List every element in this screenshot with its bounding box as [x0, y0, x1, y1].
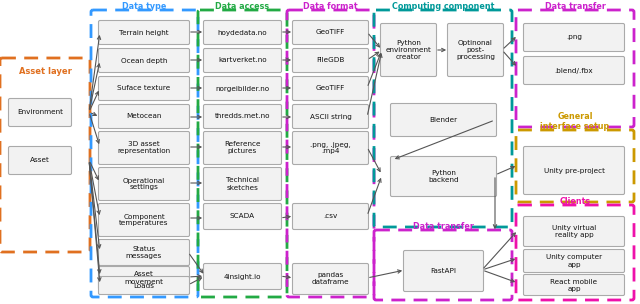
- Text: Unity computer
app: Unity computer app: [546, 254, 602, 268]
- Text: General
interface setup: General interface setup: [540, 112, 610, 131]
- Text: .csv: .csv: [323, 213, 338, 219]
- FancyBboxPatch shape: [524, 147, 625, 195]
- Text: Clients: Clients: [559, 197, 591, 206]
- Text: Component
temperatures: Component temperatures: [119, 213, 169, 226]
- FancyBboxPatch shape: [204, 264, 282, 289]
- Text: Loads: Loads: [134, 282, 154, 288]
- FancyBboxPatch shape: [524, 216, 625, 247]
- Text: Reference
pictures: Reference pictures: [224, 141, 260, 154]
- FancyBboxPatch shape: [204, 105, 282, 129]
- Text: Terrain height: Terrain height: [119, 29, 169, 36]
- Text: Status
messages: Status messages: [126, 246, 162, 259]
- Text: Data type: Data type: [122, 2, 166, 11]
- Text: GeoTIFF: GeoTIFF: [316, 29, 345, 36]
- FancyBboxPatch shape: [99, 20, 189, 44]
- FancyBboxPatch shape: [204, 77, 282, 101]
- FancyBboxPatch shape: [292, 203, 369, 230]
- FancyBboxPatch shape: [524, 57, 625, 85]
- FancyBboxPatch shape: [8, 147, 72, 174]
- Text: Python
environment
creator: Python environment creator: [385, 40, 431, 60]
- Text: FileGDB: FileGDB: [316, 57, 345, 64]
- Text: React mobile
app: React mobile app: [550, 278, 598, 292]
- Text: .png, .jpeg,
.mp4: .png, .jpeg, .mp4: [310, 141, 351, 154]
- FancyBboxPatch shape: [390, 103, 497, 136]
- Text: Python
backend: Python backend: [428, 170, 459, 183]
- FancyBboxPatch shape: [524, 23, 625, 51]
- Text: SCADA: SCADA: [230, 213, 255, 219]
- Text: Technical
sketches: Technical sketches: [226, 178, 259, 191]
- Text: Unity virtual
reality app: Unity virtual reality app: [552, 225, 596, 238]
- Text: .png: .png: [566, 34, 582, 40]
- FancyBboxPatch shape: [99, 49, 189, 72]
- Text: .blend/.fbx: .blend/.fbx: [555, 67, 593, 74]
- FancyBboxPatch shape: [524, 275, 625, 295]
- Text: Computing component: Computing component: [392, 2, 494, 11]
- Text: Data transfer: Data transfer: [545, 2, 605, 11]
- Text: Metocean: Metocean: [126, 113, 162, 119]
- FancyBboxPatch shape: [99, 77, 189, 101]
- Text: Data transfer: Data transfer: [413, 222, 474, 231]
- FancyBboxPatch shape: [204, 20, 282, 44]
- Text: kartverket.no: kartverket.no: [218, 57, 267, 64]
- FancyBboxPatch shape: [447, 23, 504, 77]
- FancyBboxPatch shape: [381, 23, 436, 77]
- Text: GeoTIFF: GeoTIFF: [316, 85, 345, 92]
- Text: pandas
dataframe: pandas dataframe: [312, 272, 349, 285]
- Text: 4insight.io: 4insight.io: [224, 274, 261, 279]
- FancyBboxPatch shape: [8, 98, 72, 126]
- Text: Asset layer: Asset layer: [19, 67, 72, 77]
- FancyBboxPatch shape: [99, 240, 189, 265]
- Text: Suface texture: Suface texture: [117, 85, 171, 92]
- Text: Unity pre-project: Unity pre-project: [543, 168, 605, 174]
- Text: FastAPI: FastAPI: [431, 268, 456, 274]
- FancyBboxPatch shape: [292, 132, 369, 164]
- Text: ASCII string: ASCII string: [310, 113, 351, 119]
- Text: Ocean depth: Ocean depth: [121, 57, 167, 64]
- FancyBboxPatch shape: [204, 168, 282, 201]
- FancyBboxPatch shape: [99, 132, 189, 164]
- Text: Data access: Data access: [216, 2, 269, 11]
- Text: 3D asset
representation: 3D asset representation: [117, 141, 171, 154]
- FancyBboxPatch shape: [99, 168, 189, 201]
- FancyBboxPatch shape: [390, 157, 497, 196]
- Text: thredds.met.no: thredds.met.no: [215, 113, 270, 119]
- Text: hoydedata.no: hoydedata.no: [218, 29, 268, 36]
- FancyBboxPatch shape: [99, 203, 189, 237]
- FancyBboxPatch shape: [292, 264, 369, 295]
- FancyBboxPatch shape: [99, 105, 189, 129]
- Text: norgeibilder.no: norgeibilder.no: [216, 85, 269, 92]
- Text: Optinonal
post-
processing: Optinonal post- processing: [456, 40, 495, 60]
- FancyBboxPatch shape: [204, 203, 282, 230]
- FancyBboxPatch shape: [524, 250, 625, 272]
- FancyBboxPatch shape: [204, 49, 282, 72]
- FancyBboxPatch shape: [292, 20, 369, 44]
- Text: Data format: Data format: [303, 2, 358, 11]
- FancyBboxPatch shape: [204, 132, 282, 164]
- Text: Environment: Environment: [17, 109, 63, 116]
- FancyBboxPatch shape: [99, 267, 189, 289]
- FancyBboxPatch shape: [99, 277, 189, 295]
- Text: Asset
movement: Asset movement: [125, 271, 163, 285]
- Text: Asset: Asset: [30, 157, 50, 164]
- Text: Operational
settings: Operational settings: [123, 178, 165, 191]
- FancyBboxPatch shape: [292, 77, 369, 101]
- FancyBboxPatch shape: [403, 250, 483, 292]
- FancyBboxPatch shape: [292, 105, 369, 129]
- FancyBboxPatch shape: [292, 49, 369, 72]
- Text: Blender: Blender: [429, 117, 458, 123]
